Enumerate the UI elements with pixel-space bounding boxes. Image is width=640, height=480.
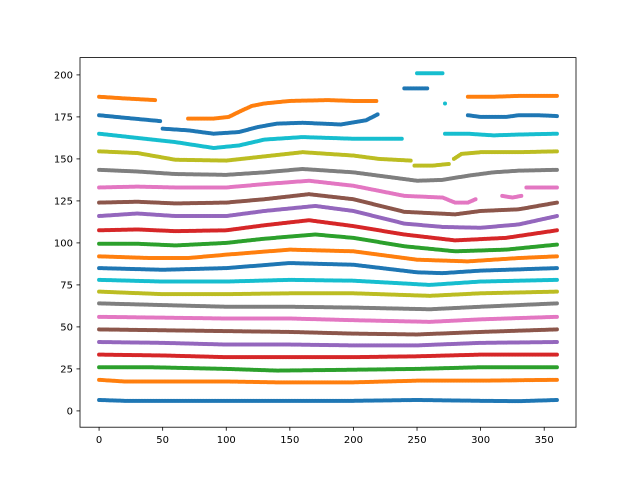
data-point bbox=[554, 200, 559, 205]
data-point bbox=[554, 327, 559, 332]
series-0 bbox=[97, 397, 559, 404]
data-point bbox=[554, 277, 559, 282]
series-1 bbox=[97, 377, 559, 385]
data-point bbox=[554, 352, 559, 357]
data-point bbox=[554, 340, 559, 345]
data-point bbox=[554, 314, 559, 319]
data-point bbox=[554, 301, 559, 306]
data-point bbox=[554, 397, 559, 402]
series-3 bbox=[97, 352, 559, 360]
data-point bbox=[554, 214, 559, 219]
plot-marks bbox=[97, 71, 559, 404]
series-2 bbox=[97, 365, 559, 373]
data-point bbox=[554, 266, 559, 271]
data-point bbox=[554, 228, 559, 233]
data-point bbox=[554, 242, 559, 247]
data-point bbox=[554, 365, 559, 370]
data-point bbox=[554, 377, 559, 382]
data-point bbox=[554, 289, 559, 294]
data-point bbox=[554, 254, 559, 259]
